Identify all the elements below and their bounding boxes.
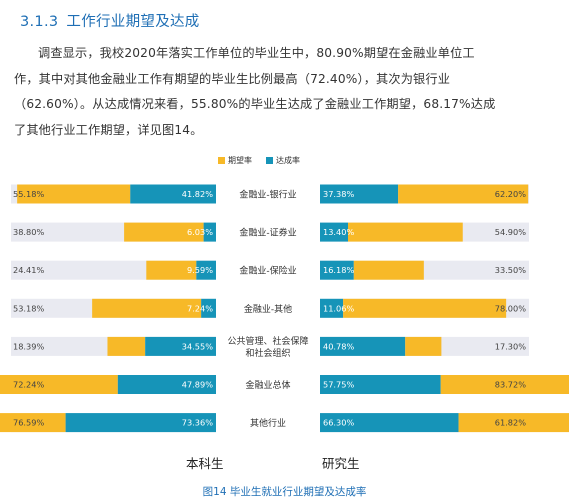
label-undergrad-expect: 53.18% [13, 303, 44, 313]
label-undergrad-achieve: 47.89% [182, 380, 213, 390]
bar-graduate-expect [398, 184, 529, 204]
paragraph-line: 调查显示，我校2020年落实工作单位的毕业生中，80.90%期望在金融业单位工 [38, 46, 475, 60]
label-undergrad-achieve: 7.24% [187, 303, 213, 313]
bar-undergrad-achieve [196, 260, 216, 280]
category-label: 和社会组织 [245, 347, 290, 359]
legend-label-achieve: 达成率 [276, 156, 300, 165]
category-label: 公共管理、社会保障 [227, 335, 308, 347]
category-label: 金融业-保险业 [239, 265, 296, 277]
label-undergrad-expect: 76.59% [13, 418, 44, 428]
label-graduate-achieve: 13.40% [323, 227, 354, 237]
label-undergrad-expect: 72.24% [13, 380, 44, 390]
label-undergrad-expect: 55.18% [13, 189, 44, 199]
bar-undergrad-expect [107, 336, 146, 356]
label-undergrad-achieve: 41.82% [182, 189, 213, 199]
label-undergrad-expect: 38.80% [13, 227, 44, 237]
chart-legend: 期望率 达成率 [218, 155, 300, 166]
category-label: 金融业-银行业 [239, 189, 296, 201]
label-undergrad-expect: 24.41% [13, 265, 44, 275]
legend-swatch-achieve [266, 157, 273, 164]
legend-item-achieve: 达成率 [266, 155, 300, 166]
bar-graduate-achieve [320, 260, 354, 280]
paragraph-line: 作，其中对其他金融业工作有期望的毕业生比例最高（72.40%），其次为银行业 [14, 71, 451, 86]
label-undergrad-achieve: 34.55% [182, 341, 213, 351]
bar-graduate-expect [353, 260, 424, 280]
label-undergrad-expect: 18.39% [13, 341, 44, 351]
bar-graduate-expect [405, 336, 442, 356]
label-graduate-expect: 62.20% [495, 189, 526, 199]
bar-undergrad-expect [17, 184, 131, 204]
label-graduate-expect: 54.90% [495, 227, 526, 237]
label-undergrad-achieve: 9.59% [187, 265, 213, 275]
bar-graduate-expect [343, 298, 507, 318]
group-label-graduate: 研究生 [322, 456, 360, 471]
group-label-undergrad: 本科生 [186, 456, 224, 471]
label-graduate-achieve: 16.18% [323, 265, 354, 275]
category-label: 金融业总体 [245, 379, 290, 391]
category-label: 其他行业 [250, 417, 286, 429]
label-graduate-achieve: 66.30% [323, 418, 354, 428]
bar-graduate-expect [348, 222, 463, 242]
label-graduate-expect: 78.00% [495, 303, 526, 313]
bar-undergrad-achieve [201, 298, 216, 318]
bar-graduate-expect [440, 375, 569, 394]
bar-graduate-achieve [320, 375, 441, 394]
bar-undergrad-expect [0, 413, 66, 433]
section-title: 工作行业期望及达成 [66, 14, 200, 30]
legend-swatch-expect [218, 157, 225, 164]
bar-undergrad-achieve [130, 184, 216, 204]
label-graduate-achieve: 57.75% [323, 380, 354, 390]
bar-undergrad-achieve [203, 222, 216, 242]
bar-graduate-achieve [320, 413, 459, 433]
bar-undergrad-achieve [145, 336, 216, 356]
section-number: 3.1.3 [20, 14, 59, 30]
section-heading: 3.1.3 工作行业期望及达成 [20, 10, 200, 31]
label-graduate-expect: 83.72% [495, 380, 526, 390]
legend-label-expect: 期望率 [228, 156, 252, 165]
label-graduate-expect: 33.50% [495, 265, 526, 275]
label-graduate-achieve: 37.38% [323, 189, 354, 199]
figure-caption: 图14 毕业生就业行业期望及达成率 [202, 486, 367, 498]
body-paragraph: 调查显示，我校2020年落实工作单位的毕业生中，80.90%期望在金融业单位工 … [14, 41, 559, 143]
paragraph-line: （62.60%）。从达成情况来看，55.80%的毕业生达成了金融业工作期望，68… [14, 97, 496, 111]
bar-undergrad-expect [124, 222, 204, 242]
category-label: 金融业-证券业 [239, 227, 296, 239]
bar-graduate-achieve [320, 298, 344, 318]
label-graduate-expect: 61.82% [495, 418, 526, 428]
bar-graduate-expect [458, 413, 569, 433]
bar-undergrad-expect [146, 260, 197, 280]
label-undergrad-achieve: 6.03% [187, 227, 213, 237]
paragraph-line: 了其他行业工作期望，详见图14。 [14, 122, 203, 137]
label-graduate-achieve: 11.06% [323, 303, 354, 313]
label-undergrad-achieve: 73.36% [182, 418, 213, 428]
category-label: 金融业-其他 [244, 303, 292, 315]
label-graduate-achieve: 40.78% [323, 341, 354, 351]
bar-undergrad-expect [92, 298, 202, 318]
bar-undergrad-achieve [117, 375, 216, 394]
bar-undergrad-expect [0, 375, 118, 394]
bar-graduate-achieve [320, 222, 349, 242]
label-graduate-expect: 17.30% [495, 341, 526, 351]
legend-item-expect: 期望率 [218, 155, 252, 166]
bar-undergrad-achieve [65, 413, 216, 433]
bar-graduate-achieve [320, 184, 399, 204]
bar-graduate-achieve [320, 336, 406, 356]
